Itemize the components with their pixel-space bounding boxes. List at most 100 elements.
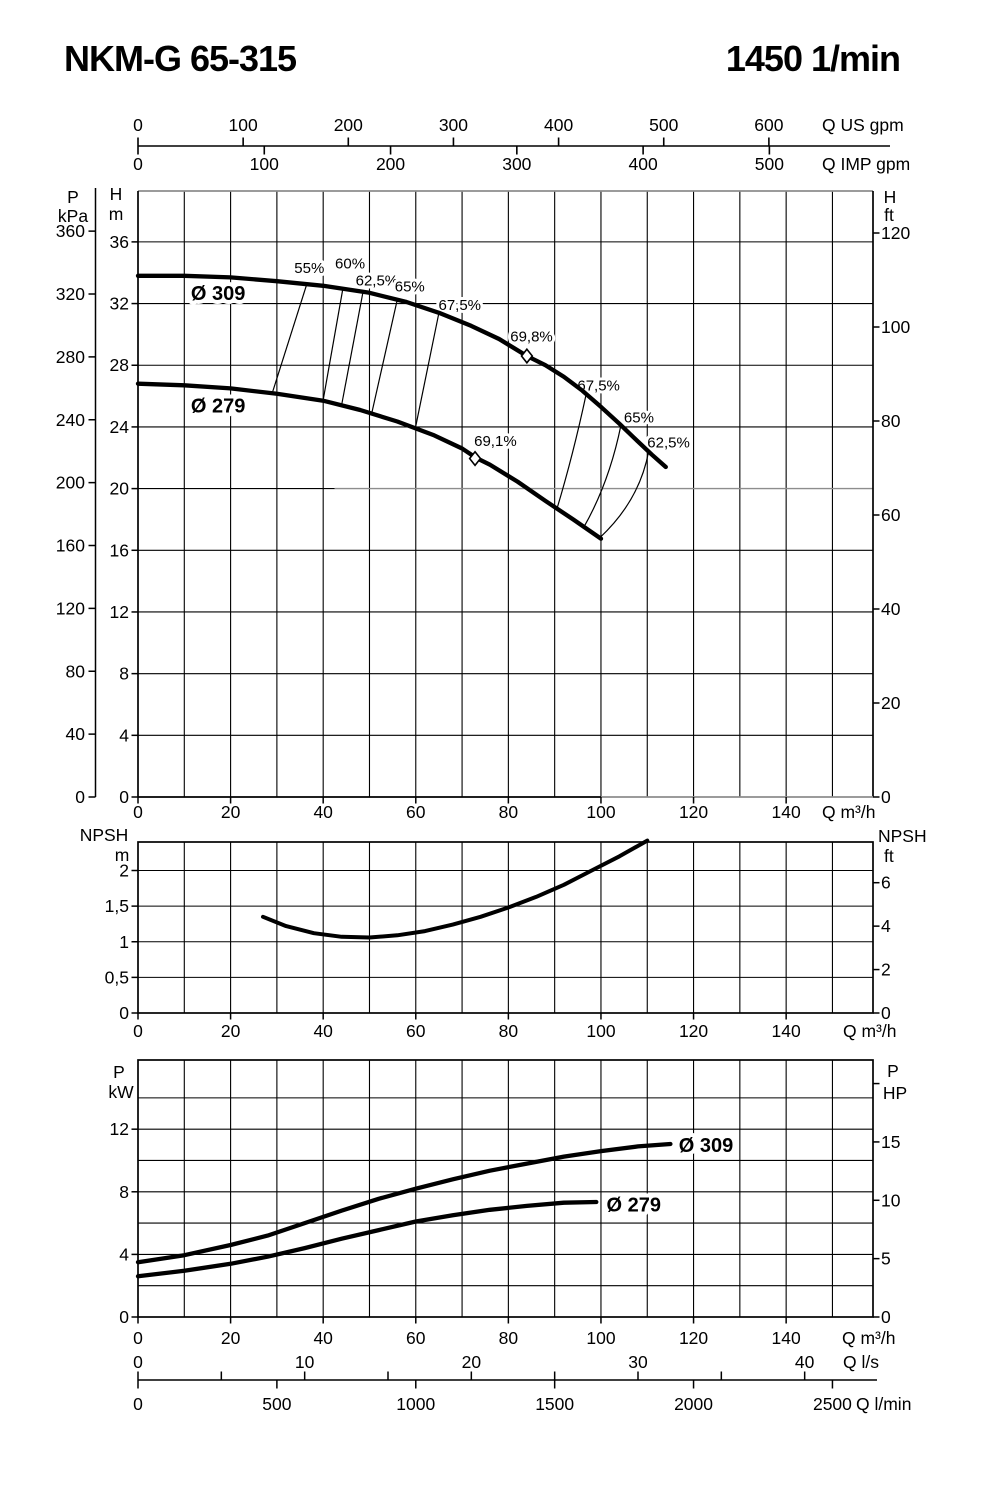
q-unit-label: Q m³/h [842, 1328, 895, 1348]
impeller-label: Ø 309 [679, 1135, 733, 1157]
us-gpm-tick-label: 100 [229, 115, 258, 135]
ls-tick-label: 30 [628, 1352, 648, 1372]
gpm-axis: 0 100 200 300 400 500 600 Q US gpm 0 100 200 300 400… [133, 115, 910, 174]
h-m-axis-header: H [110, 184, 123, 204]
p-kw-tick-label: 0 [119, 1307, 129, 1327]
q-tick-label: 120 [679, 1328, 708, 1348]
kpa-tick-label: 200 [56, 473, 85, 493]
npsh-ft-tick-label: 0 [881, 1003, 891, 1023]
main-chart: PkPa04080120160200240280320360Hm04812162… [56, 184, 911, 822]
p-hp-tick-label: 15 [881, 1132, 900, 1152]
h-ft-tick-label: 40 [881, 599, 901, 619]
h-ft-tick-label: 80 [881, 411, 901, 431]
efficiency-line [415, 312, 440, 427]
us-gpm-tick-label: 600 [754, 115, 783, 135]
lmin-tick-label: 500 [262, 1394, 291, 1414]
impeller-label: Ø 279 [607, 1194, 661, 1216]
ls-tick-label: 10 [295, 1352, 315, 1372]
head-curve-309 [135, 273, 668, 470]
q-tick-label: 140 [772, 1328, 801, 1348]
npsh-m-tick-label: 0,5 [105, 967, 129, 987]
efficiency-label: 67,5% [438, 297, 481, 314]
p-hp-axis-header: P [887, 1061, 899, 1081]
h-m-tick-label: 28 [110, 355, 129, 375]
efficiency-lines: 55% 60%62,5%65%67,5%67,5%65%62,5% [271, 252, 693, 539]
power-chart-border [137, 1059, 874, 1318]
h-m-tick-label: 24 [110, 417, 130, 437]
npsh-m-tick-label: 1 [119, 932, 129, 952]
efficiency-label: 62,5% [647, 434, 690, 451]
us-gpm-tick-label: 0 [133, 115, 143, 135]
q-tick-label: 40 [313, 1328, 333, 1348]
h-ft-tick-label: 100 [881, 317, 910, 337]
h-m-tick-label: 32 [110, 294, 129, 314]
imp-gpm-tick-label: 0 [133, 154, 143, 174]
h-ft-axis-header: H [884, 187, 897, 207]
q-tick-label: 80 [499, 1328, 519, 1348]
flow-conversion-axis: 0 10 20 30 40 Q l/s 0 500 1000 1500 2000 2500 Q l/mi… [133, 1352, 911, 1414]
h-ft-axis: Hft 0 20 40 60 80 100 120 [873, 187, 910, 807]
p-hp-tick-label: 10 [881, 1190, 901, 1210]
lmin-unit-label: Q l/min [856, 1394, 911, 1414]
page-title: NKM-G 65-315 [64, 38, 297, 79]
efficiency-label: 65% [395, 279, 425, 296]
kpa-tick-label: 320 [56, 284, 85, 304]
kpa-tick-label: 0 [75, 787, 85, 807]
kpa-tick-label: 120 [56, 598, 85, 618]
kpa-axis-header: kPa [58, 206, 88, 226]
imp-gpm-tick-label: 400 [629, 154, 658, 174]
h-m-tick-label: 20 [110, 479, 130, 499]
q-tick-label: 40 [313, 802, 333, 822]
npsh-curve [261, 838, 650, 940]
bep-diamond-marker [520, 347, 534, 365]
head-curve-279 [135, 381, 604, 541]
us-gpm-unit-label: Q US gpm [822, 115, 904, 135]
imp-gpm-tick-label: 300 [502, 154, 531, 174]
ls-tick-label: 40 [795, 1352, 815, 1372]
q-unit-label: Q m³/h [822, 802, 875, 822]
p-hp-tick-label: 5 [881, 1249, 891, 1269]
efficiency-line [322, 287, 344, 401]
npsh-m-axis-header: NPSH [80, 825, 129, 845]
lmin-tick-label: 0 [133, 1394, 143, 1414]
kpa-axis-header: P [67, 187, 79, 207]
h-m-tick-label: 0 [119, 787, 129, 807]
q-tick-label: 100 [586, 1328, 615, 1348]
q-tick-label: 140 [772, 1021, 801, 1041]
npsh-ft-axis-header: NPSH [878, 826, 927, 846]
q-tick-label: 0 [133, 802, 143, 822]
q-tick-label: 120 [679, 1021, 708, 1041]
q-tick-label: 40 [313, 1021, 333, 1041]
efficiency-line [371, 299, 398, 414]
kpa-tick-label: 160 [56, 536, 85, 556]
p-hp-axis-header: HP [883, 1083, 907, 1103]
q-tick-label: 100 [586, 1021, 615, 1041]
pump-speed-label: 1450 1/min [725, 38, 901, 79]
us-gpm-tick-label: 400 [544, 115, 573, 135]
h-ft-tick-label: 0 [881, 787, 891, 807]
us-gpm-tick-label: 200 [334, 115, 363, 135]
us-gpm-tick-label: 300 [439, 115, 468, 135]
q-tick-label: 80 [499, 802, 519, 822]
lmin-tick-label: 2000 [674, 1394, 713, 1414]
npsh-m-axis-header: m [115, 845, 130, 865]
h-m-tick-label: 8 [119, 664, 129, 684]
q-tick-label: 0 [133, 1021, 143, 1041]
npsh-ft-tick-label: 4 [881, 916, 891, 936]
ls-unit-label: Q l/s [843, 1352, 879, 1372]
npsh-m-tick-label: 1,5 [105, 896, 129, 916]
h-m-tick-label: 36 [110, 232, 129, 252]
kpa-tick-label: 360 [56, 221, 85, 241]
h-ft-tick-label: 60 [881, 505, 901, 525]
kpa-tick-label: 40 [66, 724, 86, 744]
p-kw-tick-label: 4 [119, 1244, 129, 1264]
efficiency-label: 62,5% [356, 272, 399, 289]
p-hp-tick-label: 0 [881, 1307, 891, 1327]
imp-gpm-tick-label: 500 [755, 154, 784, 174]
lmin-tick-label: 1500 [535, 1394, 574, 1414]
npsh-ft-axis-header: ft [884, 846, 894, 866]
npsh-ft-tick-label: 6 [881, 873, 891, 893]
